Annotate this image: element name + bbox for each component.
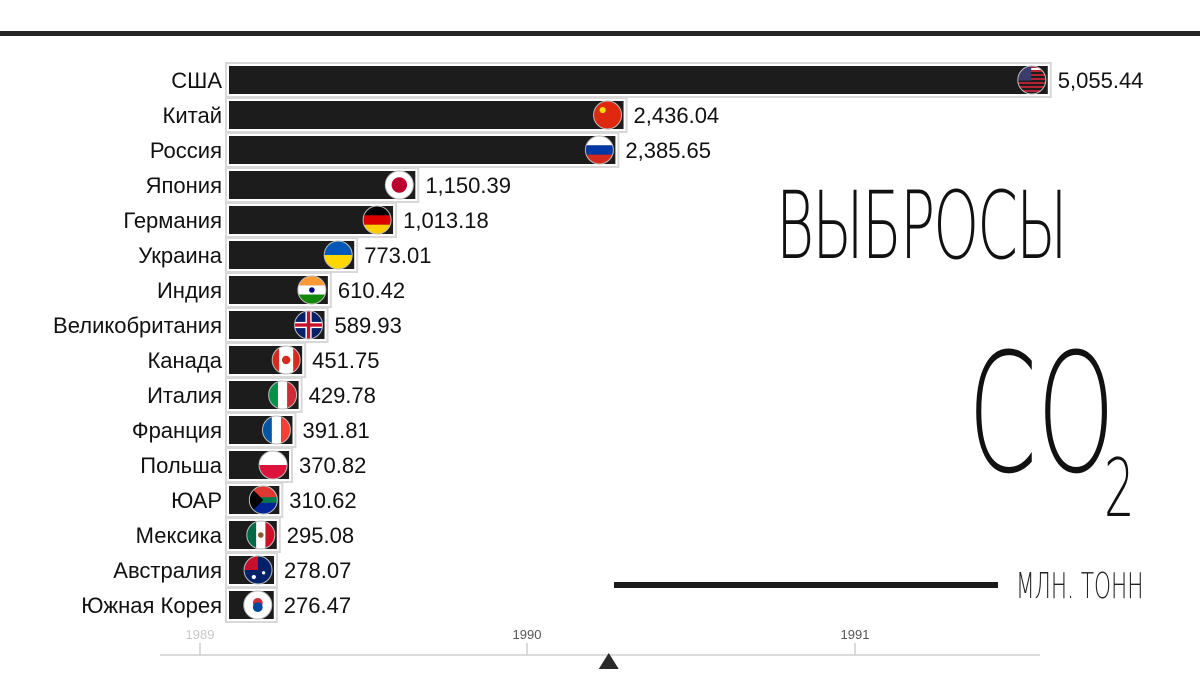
- bar-row: США 5,055.44: [171, 62, 1144, 98]
- chart-title-subscript: 2: [1104, 442, 1135, 535]
- bar-row: Китай 2,436.04: [163, 97, 720, 133]
- flag-south-korea-icon: [243, 591, 272, 619]
- category-label: Великобритания: [53, 313, 222, 338]
- category-label: Украина: [138, 243, 223, 268]
- flag-italy-icon: [268, 381, 297, 409]
- value-label: 451.75: [312, 348, 379, 373]
- flag-poland-icon-ring: [258, 450, 288, 480]
- category-label: Германия: [123, 208, 222, 233]
- bar-row: Канада 451.75: [147, 342, 379, 378]
- flag-france-icon-ring: [261, 415, 291, 445]
- category-label: Австралия: [113, 558, 222, 583]
- flag-canada-icon: [272, 346, 301, 374]
- bar-row: Россия 2,385.65: [150, 132, 711, 168]
- category-label: Китай: [163, 103, 222, 128]
- bar-row: Индия 610.42: [157, 272, 405, 308]
- flag-germany-icon: [363, 206, 392, 234]
- flag-south-africa-icon: [249, 486, 278, 514]
- value-label: 429.78: [309, 383, 376, 408]
- value-label: 370.82: [299, 453, 366, 478]
- category-label: ЮАР: [171, 488, 222, 513]
- bar-row: Великобритания 589.93: [53, 307, 402, 343]
- value-label: 1,013.18: [403, 208, 489, 233]
- category-label: Мексика: [136, 523, 223, 548]
- bar: [229, 101, 624, 129]
- flag-mexico-icon: [246, 521, 275, 549]
- flag-russia-icon: [585, 136, 614, 164]
- bar-row: ЮАР 310.62: [171, 482, 357, 518]
- bar-row: Япония 1,150.39: [146, 167, 511, 203]
- value-label: 310.62: [289, 488, 356, 513]
- value-label: 2,436.04: [634, 103, 720, 128]
- bar: [229, 171, 416, 199]
- flag-poland-icon: [259, 451, 288, 479]
- bar-row: Австралия 278.07: [113, 552, 351, 588]
- flag-australia-icon: [244, 556, 273, 584]
- bar-row: Польша 370.82: [140, 447, 366, 483]
- timeline-tick-label: 1989: [186, 627, 215, 642]
- category-label: Польша: [140, 453, 223, 478]
- flag-mexico-icon-ring: [246, 520, 276, 550]
- flag-ukraine-icon: [324, 241, 353, 269]
- unit-line: [614, 582, 998, 588]
- bar-row: Германия 1,013.18: [123, 202, 489, 238]
- category-label: Южная Корея: [81, 593, 222, 618]
- unit-label: МЛН. ТОНН: [1016, 566, 1144, 607]
- flag-china-icon: [593, 101, 622, 129]
- category-label: Япония: [146, 173, 222, 198]
- category-label: Канада: [147, 348, 222, 373]
- flag-india-icon-ring: [297, 275, 327, 305]
- value-label: 589.93: [335, 313, 402, 338]
- flag-italy-icon-ring: [268, 380, 298, 410]
- chart-title-line1: ВЫБРОСЫ: [776, 172, 1068, 281]
- value-label: 391.81: [302, 418, 369, 443]
- bar-row: Италия 429.78: [147, 377, 376, 413]
- top-rule: [0, 31, 1200, 36]
- category-label: США: [171, 68, 222, 93]
- flag-usa-icon-ring: [1017, 65, 1047, 95]
- bar: [229, 66, 1048, 94]
- flag-france-icon: [262, 416, 291, 444]
- value-label: 2,385.65: [625, 138, 711, 163]
- timeline-tick-label: 1991: [841, 627, 870, 642]
- flag-china-icon-ring: [593, 100, 623, 130]
- flag-india-icon: [297, 276, 326, 304]
- value-label: 278.07: [284, 558, 351, 583]
- flag-japan-icon-ring: [384, 170, 414, 200]
- flag-south-africa-icon-ring: [248, 485, 278, 515]
- timeline-tick-label: 1990: [513, 627, 542, 642]
- flag-germany-icon-ring: [362, 205, 392, 235]
- value-label: 276.47: [284, 593, 351, 618]
- flag-japan-icon: [385, 171, 414, 199]
- flag-ukraine-icon-ring: [323, 240, 353, 270]
- flag-russia-icon-ring: [584, 135, 614, 165]
- bar: [229, 136, 616, 164]
- flag-canada-icon-ring: [271, 345, 301, 375]
- value-label: 1,150.39: [425, 173, 511, 198]
- timeline-marker-icon[interactable]: [598, 653, 619, 669]
- flag-australia-icon-ring: [243, 555, 273, 585]
- bar-row: Франция 391.81: [132, 412, 370, 448]
- flag-south-korea-icon-ring: [243, 590, 273, 620]
- bar-row: Украина 773.01: [138, 237, 431, 273]
- bar-row: Мексика 295.08: [136, 517, 354, 553]
- value-label: 610.42: [338, 278, 405, 303]
- category-label: Италия: [147, 383, 222, 408]
- flag-uk-icon-ring: [294, 310, 324, 340]
- value-label: 5,055.44: [1058, 68, 1144, 93]
- category-label: Франция: [132, 418, 222, 443]
- value-label: 773.01: [364, 243, 431, 268]
- flag-uk-icon: [294, 311, 323, 339]
- category-label: Индия: [157, 278, 222, 303]
- chart-title-co2: CO: [968, 318, 1116, 510]
- bar-row: Южная Корея 276.47: [81, 587, 351, 623]
- value-label: 295.08: [287, 523, 354, 548]
- category-label: Россия: [150, 138, 222, 163]
